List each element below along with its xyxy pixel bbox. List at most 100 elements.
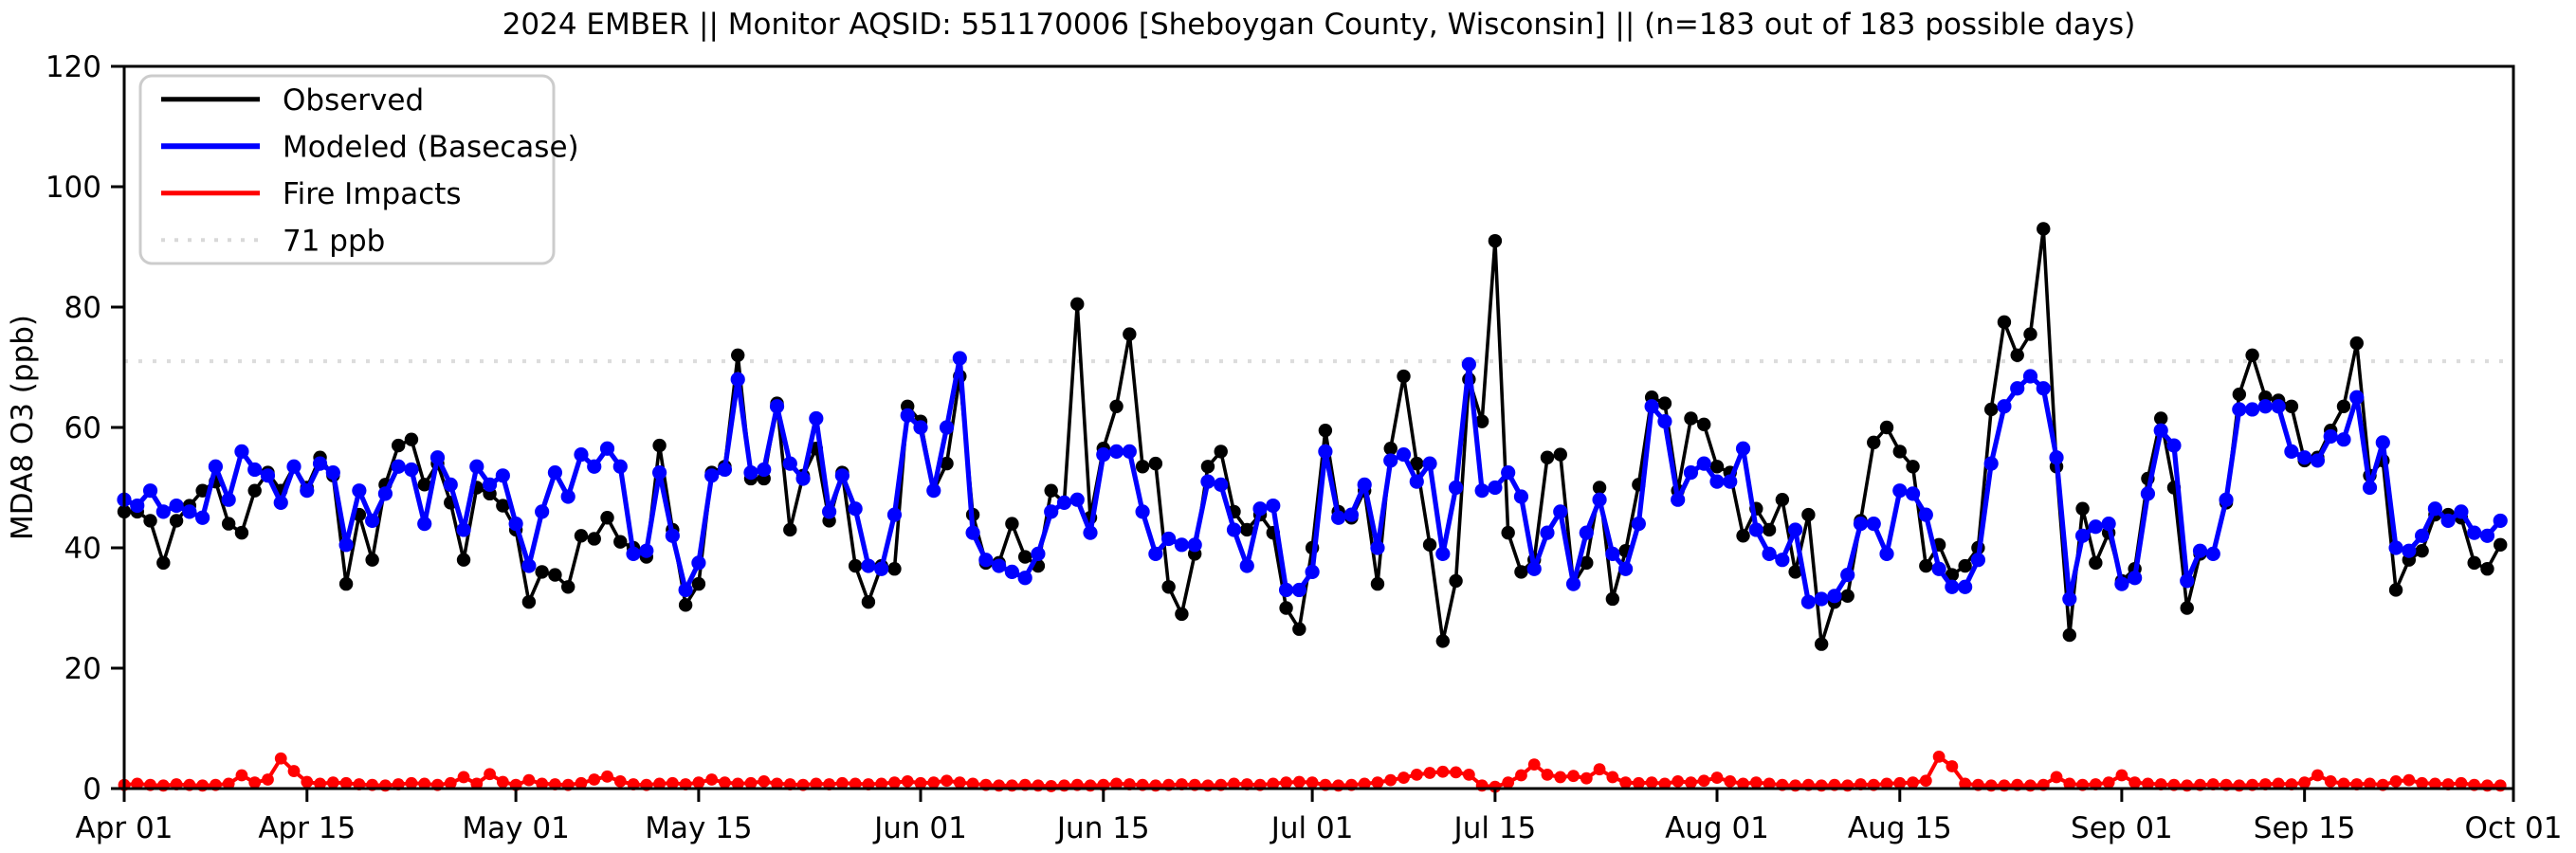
modeled-basecase-point — [1696, 456, 1711, 471]
modeled-basecase-point — [300, 483, 315, 499]
modeled-basecase-point — [221, 492, 236, 507]
modeled-basecase-point — [508, 517, 523, 532]
fire-impacts-point — [418, 777, 431, 790]
modeled-basecase-point — [651, 465, 667, 481]
fire-impacts-point — [2337, 777, 2350, 790]
fire-impacts-point — [914, 776, 927, 789]
fire-impacts-point — [613, 774, 627, 788]
observed-point — [560, 580, 575, 594]
fire-impacts-point — [2063, 777, 2076, 790]
observed-point — [156, 555, 171, 571]
modeled-basecase-point — [913, 420, 928, 435]
fire-impacts-point — [575, 776, 588, 789]
observed-point — [600, 511, 614, 525]
fire-impacts-point — [1724, 774, 1737, 788]
modeled-basecase-point — [2375, 435, 2390, 450]
observed-point — [1762, 522, 1777, 537]
x-tick-label: Jul 01 — [1270, 811, 1354, 845]
modeled-basecase-point — [1108, 444, 1124, 459]
modeled-basecase-point — [1879, 546, 1894, 561]
fire-impacts-point — [326, 776, 339, 789]
observed-point — [1906, 460, 1920, 474]
observed-point — [2180, 601, 2194, 615]
observed-point — [2232, 387, 2247, 402]
fire-impacts-point — [131, 777, 144, 790]
observed-point — [221, 517, 236, 531]
x-tick-label: Sep 15 — [2254, 811, 2356, 845]
modeled-basecase-point — [2153, 423, 2168, 438]
observed-point — [2153, 411, 2168, 426]
modeled-basecase-point — [1723, 474, 1738, 489]
modeled-basecase-point — [560, 489, 575, 504]
modeled-basecase-point — [2467, 525, 2482, 540]
x-tick-label: Jun 15 — [1055, 811, 1150, 845]
observed-point — [404, 432, 419, 446]
fire-impacts-point — [719, 776, 731, 789]
legend-label-3: Fire Impacts — [283, 177, 462, 211]
modeled-basecase-point — [1161, 531, 1177, 547]
modeled-basecase-point — [757, 462, 772, 478]
fire-impacts-point — [1280, 776, 1292, 789]
fire-impacts-point — [810, 777, 823, 790]
observed-point — [1788, 565, 1802, 579]
observed-point — [1657, 396, 1672, 410]
observed-point — [613, 535, 628, 549]
modeled-basecase-point — [2022, 369, 2038, 384]
modeled-basecase-point — [286, 459, 301, 474]
fire-impacts-point — [222, 777, 235, 790]
modeled-basecase-point — [1958, 579, 1973, 594]
observed-point — [247, 483, 262, 498]
y-tick-label: 60 — [64, 411, 101, 445]
modeled-basecase-point — [2310, 453, 2326, 468]
fire-impacts-point — [2115, 769, 2128, 782]
fire-impacts-point — [2416, 776, 2429, 789]
modeled-basecase-point — [2101, 517, 2116, 532]
modeled-basecase-point — [678, 582, 693, 598]
fire-impacts-point — [274, 752, 287, 765]
fire-impacts-point — [2324, 774, 2337, 788]
observed-point — [1410, 456, 1424, 471]
fire-impacts-point — [653, 777, 666, 790]
observed-point — [1840, 589, 1854, 603]
modeled-basecase-point — [1840, 567, 1855, 583]
modeled-basecase-point — [1526, 561, 1542, 576]
observed-point — [391, 438, 406, 453]
modeled-basecase-point — [1069, 492, 1085, 507]
observed-point — [496, 499, 510, 513]
modeled-basecase-point — [1565, 576, 1581, 591]
modeled-basecase-point — [1762, 546, 1777, 561]
observed-point — [2336, 399, 2351, 413]
modeled-basecase-point — [1775, 553, 1790, 568]
fire-impacts-point — [2428, 777, 2441, 790]
legend-label-2: Modeled (Basecase) — [283, 130, 579, 164]
observed-point — [1422, 537, 1437, 553]
observed-point — [1553, 447, 1567, 462]
modeled-basecase-point — [795, 471, 811, 486]
modeled-basecase-point — [312, 456, 328, 471]
modeled-basecase-point — [1918, 507, 1933, 522]
modeled-basecase-point — [2232, 402, 2247, 417]
fire-impacts-point — [588, 773, 601, 786]
observed-point — [1983, 402, 1999, 417]
observed-point — [1135, 460, 1150, 474]
modeled-basecase-point — [547, 465, 563, 481]
fire-impacts-point — [262, 773, 274, 786]
observed-point — [169, 514, 184, 528]
observed-point — [1775, 493, 1790, 507]
observed-point — [1814, 637, 1829, 651]
observed-point — [417, 478, 431, 492]
fire-impacts-point — [1632, 776, 1645, 789]
fire-impacts-point — [470, 777, 484, 790]
observed-point — [887, 562, 902, 576]
fire-impacts-point — [1267, 777, 1280, 790]
fire-impacts-point — [1228, 777, 1240, 790]
legend-label-4: 71 ppb — [283, 224, 385, 258]
modeled-basecase-point — [1748, 522, 1763, 537]
fire-impacts-point — [1580, 771, 1593, 785]
modeled-basecase-point — [704, 468, 720, 483]
observed-point — [731, 348, 745, 362]
modeled-basecase-point — [1004, 564, 1019, 580]
modeled-basecase-point — [2349, 390, 2365, 405]
fire-impacts-point — [2272, 777, 2285, 790]
